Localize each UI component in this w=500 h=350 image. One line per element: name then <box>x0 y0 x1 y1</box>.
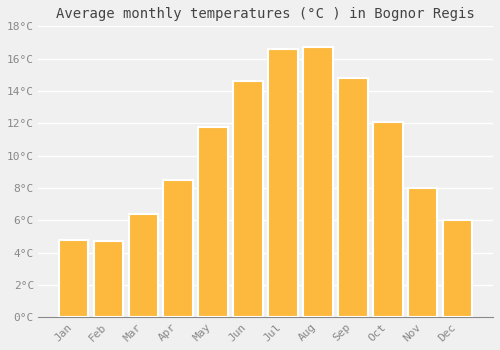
Bar <box>303 47 333 317</box>
Bar <box>164 180 193 317</box>
Bar <box>268 49 298 317</box>
Bar <box>442 220 472 317</box>
Bar <box>338 78 368 317</box>
Bar <box>94 241 124 317</box>
Bar <box>234 81 263 317</box>
Bar <box>128 214 158 317</box>
Bar <box>408 188 438 317</box>
Bar <box>59 240 88 317</box>
Bar <box>373 122 402 317</box>
Bar <box>198 127 228 317</box>
Title: Average monthly temperatures (°C ) in Bognor Regis: Average monthly temperatures (°C ) in Bo… <box>56 7 475 21</box>
